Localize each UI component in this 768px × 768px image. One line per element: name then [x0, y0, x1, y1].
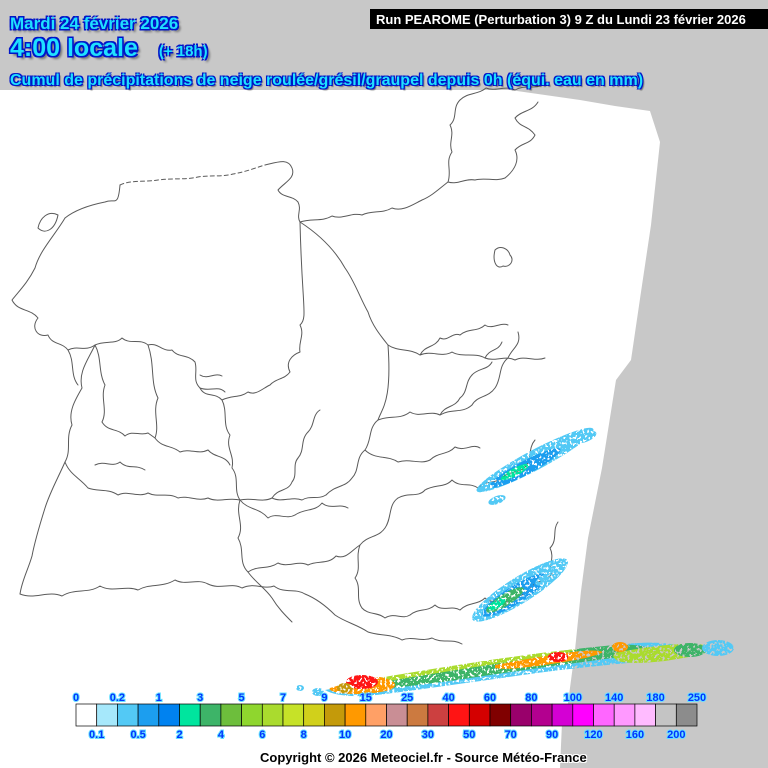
svg-text:20: 20: [380, 729, 392, 741]
svg-text:250: 250: [688, 692, 706, 704]
svg-text:2: 2: [176, 729, 182, 741]
svg-text:140: 140: [605, 692, 623, 704]
svg-text:5: 5: [239, 692, 245, 704]
svg-text:8: 8: [301, 729, 307, 741]
svg-text:0.1: 0.1: [89, 729, 104, 741]
svg-text:9: 9: [321, 692, 327, 704]
svg-text:0: 0: [73, 692, 79, 704]
svg-text:70: 70: [505, 729, 517, 741]
svg-text:120: 120: [584, 729, 602, 741]
svg-text:15: 15: [360, 692, 372, 704]
svg-text:40: 40: [442, 692, 454, 704]
svg-text:100: 100: [564, 692, 582, 704]
svg-text:0.2: 0.2: [110, 692, 125, 704]
svg-text:25: 25: [401, 692, 413, 704]
svg-text:1: 1: [156, 692, 162, 704]
svg-text:80: 80: [525, 692, 537, 704]
svg-text:0.5: 0.5: [130, 729, 145, 741]
svg-text:10: 10: [339, 729, 351, 741]
svg-text:6: 6: [259, 729, 265, 741]
svg-text:90: 90: [546, 729, 558, 741]
svg-text:4: 4: [218, 729, 225, 741]
svg-text:200: 200: [667, 729, 685, 741]
svg-text:60: 60: [484, 692, 496, 704]
svg-text:180: 180: [646, 692, 664, 704]
svg-text:3: 3: [197, 692, 203, 704]
svg-text:160: 160: [626, 729, 644, 741]
svg-text:7: 7: [280, 692, 286, 704]
svg-text:50: 50: [463, 729, 475, 741]
svg-text:30: 30: [422, 729, 434, 741]
